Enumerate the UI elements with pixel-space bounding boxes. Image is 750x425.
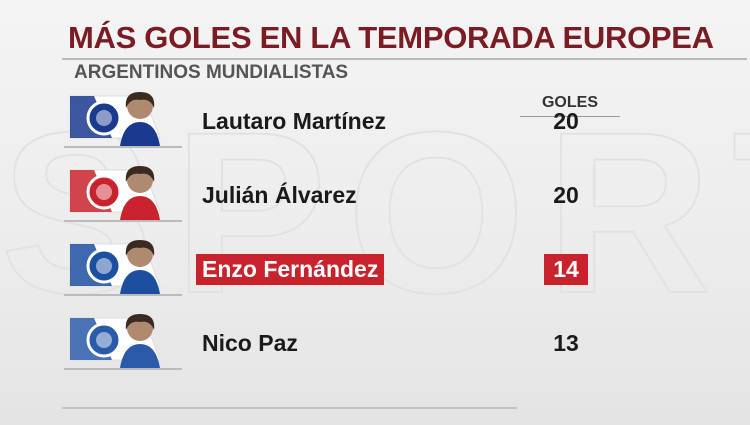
club-player-badge	[64, 162, 184, 220]
player-name: Lautaro Martínez	[202, 108, 387, 134]
goals: 14	[544, 254, 588, 285]
club-player-badge	[64, 88, 184, 146]
goals: 20	[553, 182, 579, 208]
goals: 20	[553, 108, 579, 134]
club-player-badge	[64, 236, 184, 294]
badge-art	[69, 314, 161, 368]
title-rule	[62, 58, 747, 60]
goals: 13	[553, 330, 579, 356]
badge-art	[69, 92, 161, 146]
column-header: GOLES	[541, 94, 598, 111]
player-name: Enzo Fernández	[196, 254, 385, 285]
badge-rule	[64, 294, 182, 296]
badge-rule	[64, 146, 182, 148]
player-row: Julián Álvarez 20	[0, 162, 750, 232]
badge-rule	[64, 368, 182, 370]
player-name: Julián Álvarez	[202, 182, 357, 208]
player-row: Lautaro Martínez 20	[0, 88, 750, 158]
player-row: Enzo Fernández 14	[0, 236, 750, 306]
bottom-rule	[62, 407, 517, 409]
badge-art	[69, 166, 161, 220]
badge-art	[69, 240, 161, 294]
subtitle: ARGENTINOS MUNDIALISTAS	[74, 62, 349, 83]
player-name: Nico Paz	[202, 330, 298, 356]
column-rule	[520, 116, 620, 117]
club-player-badge	[64, 310, 184, 368]
player-row: Nico Paz 13	[0, 310, 750, 380]
badge-rule	[64, 220, 182, 222]
title: MÁS GOLES EN LA TEMPORADA EUROPEA	[68, 20, 714, 55]
